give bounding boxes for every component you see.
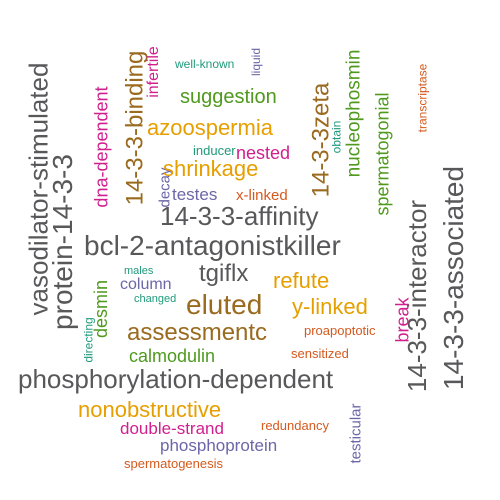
word-nonobstructive: nonobstructive xyxy=(78,397,222,422)
word-transcriptase: transcriptase xyxy=(415,63,430,133)
word-y-linked: y-linked xyxy=(292,294,368,319)
word-testicular: testicular xyxy=(347,403,365,464)
word-spermatogenesis: spermatogenesis xyxy=(124,456,223,471)
word-desmin: desmin xyxy=(91,279,112,339)
word-bcl-2-antagonistkiller: bcl-2-antagonistkiller xyxy=(84,230,341,261)
word-proapoptotic: proapoptotic xyxy=(304,323,376,338)
word-assessmentc: assessmentc xyxy=(127,319,268,346)
word-spermatogonial: spermatogonial xyxy=(372,92,393,216)
word-double-strand: double-strand xyxy=(120,419,224,438)
word-14-3-3-interactor: 14-3-3-interactor xyxy=(402,199,433,393)
word-azoospermia: azoospermia xyxy=(147,115,273,140)
word-inducer: inducer xyxy=(193,143,236,158)
word-males: males xyxy=(124,265,154,277)
word-14-3-3-binding: 14-3-3-binding xyxy=(121,50,149,206)
word-infertile: infertile xyxy=(144,46,162,98)
word-nested: nested xyxy=(236,143,291,163)
word-phosphorylation-dependent: phosphorylation-dependent xyxy=(18,364,334,394)
word-liquid: liquid xyxy=(249,47,264,77)
word-x-linked: x-linked xyxy=(236,187,288,204)
word-phosphoprotein: phosphoprotein xyxy=(160,436,278,455)
word-calmodulin: calmodulin xyxy=(129,346,216,366)
word-14-3-3-affinity: 14-3-3-affinity xyxy=(160,201,319,231)
word-dna-dependent: dna-dependent xyxy=(91,86,112,208)
word-14-3-3-associated: 14-3-3-associated xyxy=(438,165,470,391)
word-break: break xyxy=(392,297,413,343)
word-column: column xyxy=(120,276,172,293)
word-protein-14-3-3: protein-14-3-3 xyxy=(46,154,78,330)
word-eluted: eluted xyxy=(186,289,263,320)
word-sensitized: sensitized xyxy=(291,346,349,361)
word-changed: changed xyxy=(134,293,177,305)
word-well-known: well-known xyxy=(175,57,235,71)
word-redundancy: redundancy xyxy=(261,418,329,433)
word-suggestion: suggestion xyxy=(180,86,277,108)
word-shrinkage: shrinkage xyxy=(163,156,259,181)
word-tgiflx: tgiflx xyxy=(199,260,249,287)
word-obtain: obtain xyxy=(329,120,344,154)
word-refute: refute xyxy=(273,268,330,293)
word-testes: testes xyxy=(172,185,218,204)
word-nucleophosmin: nucleophosmin xyxy=(343,49,365,178)
